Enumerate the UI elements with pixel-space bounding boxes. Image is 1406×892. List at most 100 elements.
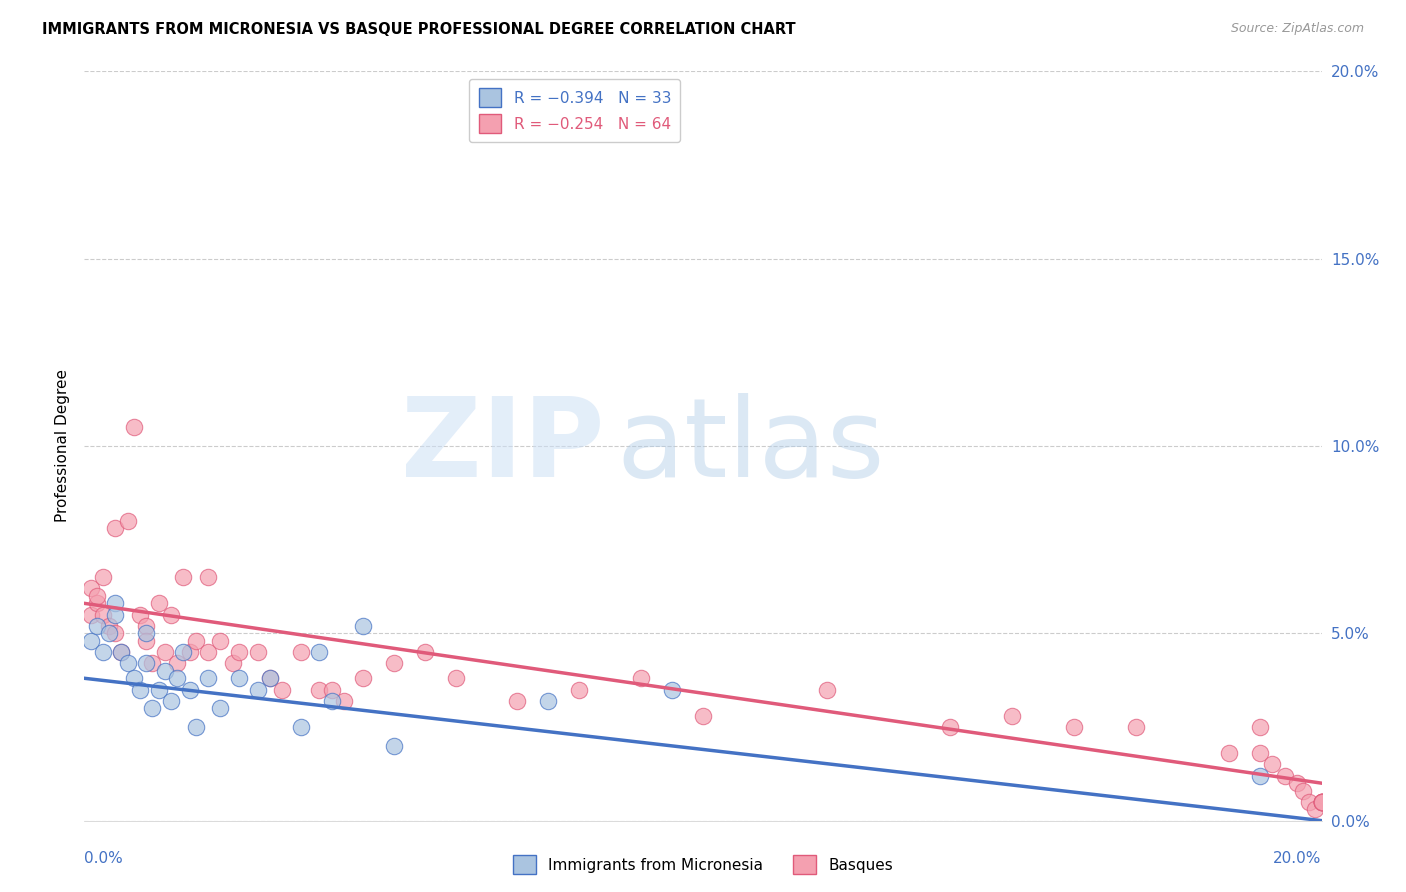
Point	[1001, 708, 1024, 723]
Point	[197, 671, 219, 685]
Point	[290, 720, 312, 734]
Point	[86, 619, 108, 633]
Point	[141, 657, 163, 671]
Point	[148, 682, 170, 697]
Point	[246, 682, 269, 697]
Y-axis label: Professional Degree: Professional Degree	[55, 369, 70, 523]
Text: ZIP: ZIP	[401, 392, 605, 500]
Point	[333, 694, 356, 708]
Point	[1292, 783, 1315, 797]
Point	[1310, 795, 1333, 809]
Point	[1310, 795, 1333, 809]
Point	[815, 682, 838, 697]
Point	[184, 720, 207, 734]
Point	[135, 657, 157, 671]
Point	[630, 671, 652, 685]
Point	[160, 607, 183, 622]
Point	[153, 645, 176, 659]
Point	[129, 682, 152, 697]
Point	[86, 596, 108, 610]
Point	[197, 645, 219, 659]
Point	[209, 633, 232, 648]
Legend: R = −0.394   N = 33, R = −0.254   N = 64: R = −0.394 N = 33, R = −0.254 N = 64	[470, 79, 681, 142]
Point	[506, 694, 529, 708]
Point	[79, 633, 101, 648]
Point	[117, 514, 139, 528]
Point	[444, 671, 467, 685]
Point	[179, 645, 201, 659]
Point	[122, 671, 145, 685]
Point	[1249, 720, 1271, 734]
Point	[172, 645, 194, 659]
Point	[222, 657, 245, 671]
Point	[148, 596, 170, 610]
Point	[246, 645, 269, 659]
Point	[308, 682, 330, 697]
Point	[91, 607, 114, 622]
Point	[692, 708, 714, 723]
Text: IMMIGRANTS FROM MICRONESIA VS BASQUE PROFESSIONAL DEGREE CORRELATION CHART: IMMIGRANTS FROM MICRONESIA VS BASQUE PRO…	[42, 22, 796, 37]
Legend: Immigrants from Micronesia, Basques: Immigrants from Micronesia, Basques	[506, 849, 900, 880]
Point	[537, 694, 560, 708]
Point	[1249, 769, 1271, 783]
Point	[1125, 720, 1147, 734]
Point	[110, 645, 132, 659]
Text: atlas: atlas	[616, 392, 884, 500]
Point	[413, 645, 436, 659]
Point	[308, 645, 330, 659]
Point	[1261, 757, 1284, 772]
Point	[91, 570, 114, 584]
Point	[86, 589, 108, 603]
Point	[1305, 802, 1327, 816]
Point	[1274, 769, 1296, 783]
Point	[179, 682, 201, 697]
Point	[98, 626, 121, 640]
Point	[1249, 746, 1271, 760]
Point	[104, 596, 127, 610]
Point	[259, 671, 281, 685]
Point	[1310, 795, 1333, 809]
Point	[209, 701, 232, 715]
Point	[110, 645, 132, 659]
Point	[1218, 746, 1240, 760]
Point	[104, 607, 127, 622]
Point	[661, 682, 683, 697]
Point	[382, 739, 405, 753]
Point	[104, 521, 127, 535]
Point	[172, 570, 194, 584]
Point	[228, 645, 250, 659]
Text: Source: ZipAtlas.com: Source: ZipAtlas.com	[1230, 22, 1364, 36]
Point	[1298, 795, 1320, 809]
Point	[104, 626, 127, 640]
Point	[290, 645, 312, 659]
Point	[141, 701, 163, 715]
Text: 20.0%: 20.0%	[1274, 851, 1322, 866]
Point	[228, 671, 250, 685]
Point	[1310, 795, 1333, 809]
Point	[91, 645, 114, 659]
Point	[79, 607, 101, 622]
Text: 0.0%: 0.0%	[84, 851, 124, 866]
Point	[166, 657, 188, 671]
Point	[166, 671, 188, 685]
Point	[352, 671, 374, 685]
Point	[1285, 776, 1308, 790]
Point	[1310, 795, 1333, 809]
Point	[259, 671, 281, 685]
Point	[79, 582, 101, 596]
Point	[1310, 795, 1333, 809]
Point	[352, 619, 374, 633]
Point	[939, 720, 962, 734]
Point	[184, 633, 207, 648]
Point	[117, 657, 139, 671]
Point	[160, 694, 183, 708]
Point	[1310, 795, 1333, 809]
Point	[153, 664, 176, 678]
Point	[135, 619, 157, 633]
Point	[271, 682, 294, 697]
Point	[129, 607, 152, 622]
Point	[135, 626, 157, 640]
Point	[321, 694, 343, 708]
Point	[135, 633, 157, 648]
Point	[122, 420, 145, 434]
